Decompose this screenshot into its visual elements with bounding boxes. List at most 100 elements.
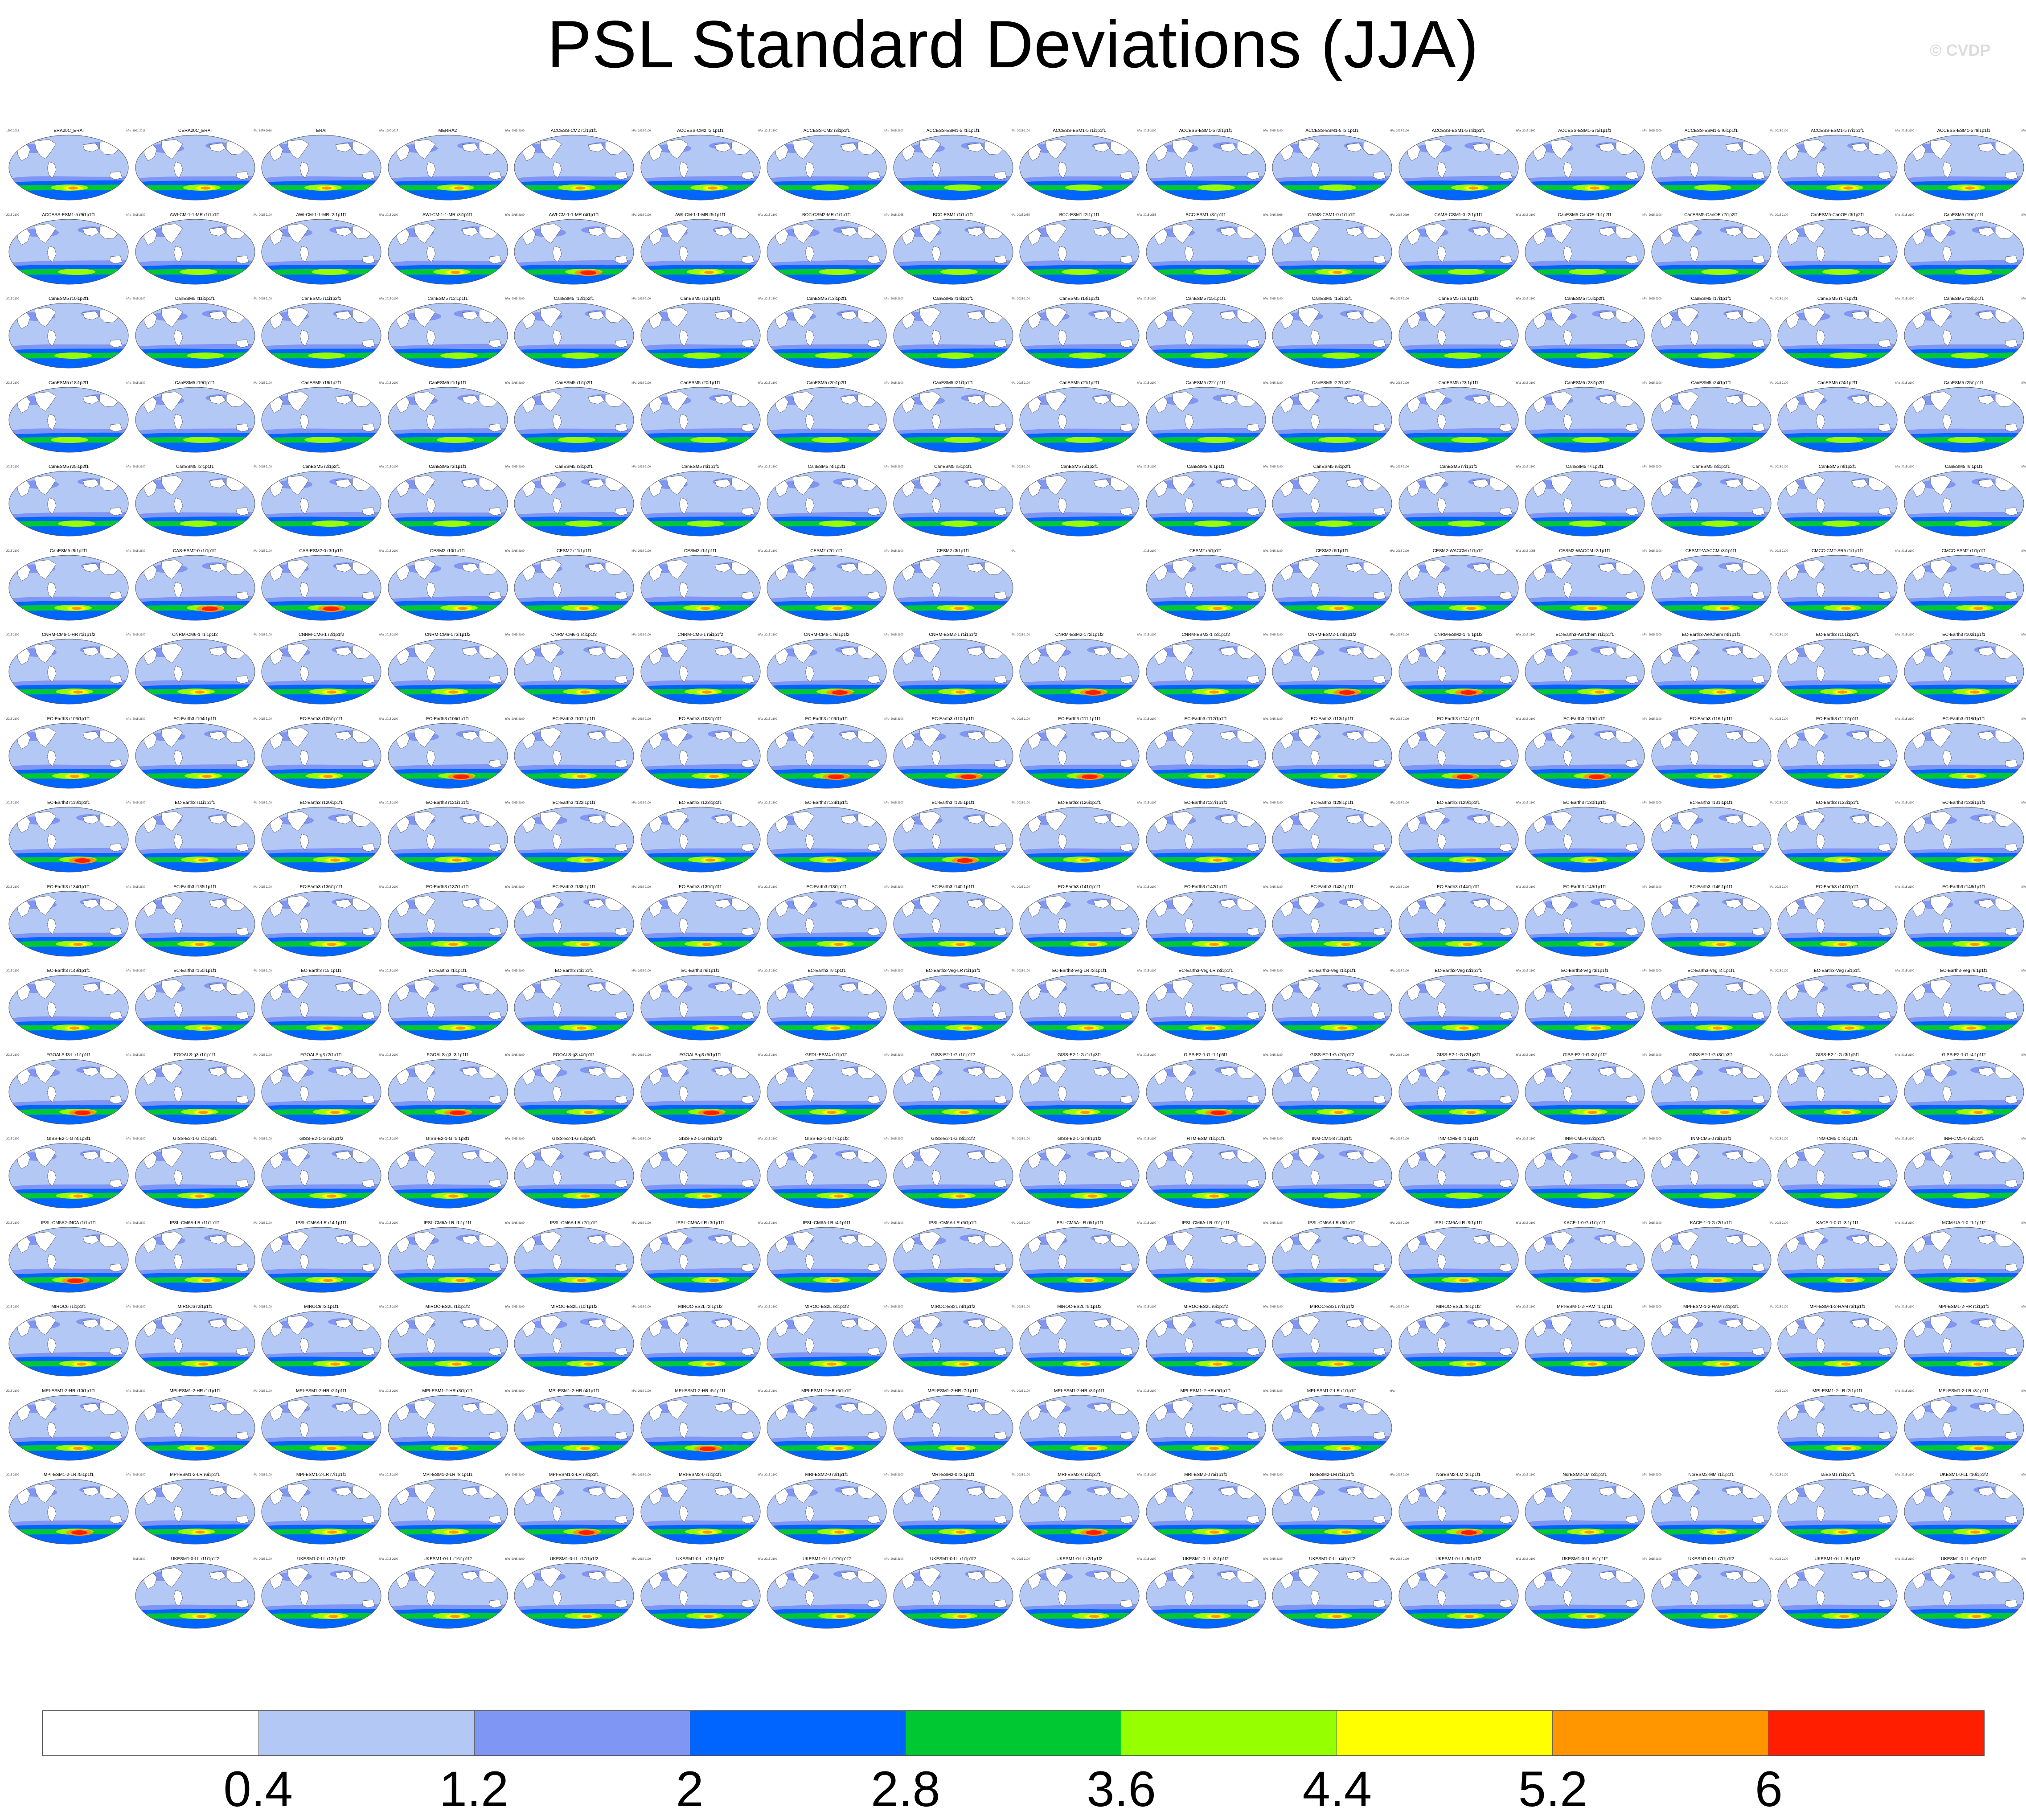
map-globe (388, 1479, 508, 1545)
panel-years: 2015-2100 (1775, 130, 1788, 132)
map-globe (8, 471, 129, 537)
map-globe (1272, 1227, 1392, 1292)
map-globe (1272, 471, 1392, 537)
panel-years: 2015-2100 (6, 1474, 19, 1476)
panel-title: ACCESS-CM2 r1i1p1f1 (550, 128, 598, 133)
panel-years: 2015-2100 (1270, 970, 1283, 972)
panel-title: MPI-ESM1-2-LR r3i1p1f1 (1939, 1388, 1989, 1394)
panel-years: 2015-2100 (1901, 802, 1915, 804)
map-globe (135, 303, 255, 369)
panel-title: EC-Earth3 r115i1p1f1 (1563, 716, 1606, 721)
panel-years: 2015-2100 (6, 381, 19, 385)
panel-units: hPa (1263, 1474, 1268, 1476)
map-panel: EC-Earth3 r130i1p1f1 2015-2100 hPa (1522, 800, 1648, 879)
panel-title: EC-Earth3 r118i1p1f1 (1942, 716, 1985, 721)
panel-years: 2015-2100 (638, 634, 651, 636)
panel-title: EC-Earth3-Veg r3i1p1f1 (1561, 968, 1609, 973)
map-panel: EC-Earth3 r146i1p1f1 2015-2100 hPa (1648, 884, 1775, 963)
map-panel: HTM-ESM r1i1p1f1 2015-2100 hPa (1143, 1136, 1269, 1215)
panel-units: hPa (758, 466, 763, 468)
map-panel: EC-Earth3 r4i1p1f1 2015-2100 hPa (511, 968, 637, 1047)
panel-title: CanESM5 r18i1p1f1 (1944, 296, 1984, 301)
panel-units: hPa (1768, 1053, 1774, 1057)
panel-years: 2015-2100 (764, 466, 777, 468)
colorbar-tick-label: 2 (676, 1761, 704, 1817)
panel-units: hPa (758, 1306, 763, 1308)
panel-years: 2015-2055 (890, 213, 904, 217)
panel-years: 2015-2100 (890, 381, 904, 385)
panel-title: CESM2-WACCM r3i1p1f1 (1685, 548, 1737, 553)
map-globe (1777, 1143, 1898, 1209)
panel-title: CESM2 r10i1p1f1 (430, 548, 465, 553)
map-globe (1272, 639, 1392, 705)
panel-title: CanESM5 r14i1p2f1 (1059, 296, 1100, 301)
panel-units: hPa (1390, 549, 1394, 553)
map-panel: INM-CM5-0 r3i1p1f1 2015-2100 hPa (1648, 1136, 1775, 1215)
panel-title: CanESM5 r19i1p1f1 (175, 380, 215, 385)
panel-title: CanESM5 r6i1p1f1 (1187, 464, 1225, 469)
panel-years: 2015-2100 (1396, 1306, 1409, 1308)
panel-title: EC-Earth3 r15i1p1f1 (301, 968, 342, 973)
panel-title: EC-Earth3 r141i1p1f1 (1058, 884, 1101, 890)
panel-title: MIROC6 r3i1p1f1 (304, 1304, 339, 1309)
panel-units: hPa (252, 1053, 258, 1057)
panel-title: ERA20C_ERAI (53, 128, 84, 133)
panel-title: GISS-E2-1-G r5i1p1f2 (299, 1136, 344, 1141)
map-panel: KACE-1-0-G r3i1p1f1 2015-2100 hPa (1774, 1220, 1901, 1299)
map-panel: ACCESS-ESM1-5 r3i1p1f1 2015-2100 hPa (1269, 128, 1395, 207)
map-panel: CanESM5 r8i1p2f1 2015-2100 hPa (1774, 464, 1901, 543)
panel-title: INM-CM5-0 r3i1p1f1 (1691, 1136, 1731, 1141)
panel-title: EC-Earth3 r126i1p1f1 (1058, 800, 1101, 805)
panel-title: EC-Earth3-AerChem r4i1p1f1 (1681, 632, 1741, 637)
panel-title: ACCESS-ESM1-5 r6i1p1f1 (1684, 128, 1738, 133)
panel-title: EC-Earth3 r132i1p1f1 (1816, 800, 1859, 805)
panel-years: 2015-2100 (638, 213, 651, 217)
panel-title: CanESM5 r23i1p2f1 (1564, 380, 1605, 385)
panel-years: 2015-2100 (1901, 1306, 1915, 1308)
map-globe (1399, 891, 1518, 956)
map-panel: NorESM2-LM r3i1p1f1 2015-2100 hPa (1522, 1472, 1648, 1551)
map-panel: GISS-E2-1-G r5i1p5f1 2015-2100 hPa (511, 1136, 637, 1215)
map-panel: CERA20C_ERAI 1901-2018 hPa (132, 128, 258, 207)
map-globe (388, 1143, 508, 1209)
panel-title: EC-Earth3 r103i1p1f1 (47, 716, 90, 721)
panel-title: ACCESS-CM2 r3i1p1f1 (803, 128, 850, 133)
map-globe (1777, 975, 1898, 1041)
panel-title: CanESM5 r1i1p1f1 (429, 380, 467, 385)
panel-years: 2015-2100 (764, 1474, 777, 1476)
panel-units: hPa (1642, 1306, 1647, 1308)
panel-units: hPa (632, 1053, 636, 1057)
panel-units: hPa (1390, 298, 1394, 300)
panel-title: EC-Earth3 r1i1p1f1 (428, 968, 467, 973)
colorbar-segment (1768, 1711, 1984, 1755)
panel-years: 2015-2100 (890, 885, 904, 889)
panel-units: hPa (1642, 549, 1647, 553)
panel-title: NorESM2-LM r1i1p1f1 (1310, 1472, 1354, 1477)
map-panel: CanESM5-CanOE r2i1p2f1 2015-2100 hPa (1648, 212, 1775, 291)
map-panel: KACE-1-0-G r2i1p1f1 2015-2100 hPa (1648, 1220, 1775, 1299)
panel-title: CanESM5 r7i1p2f1 (1566, 464, 1604, 469)
panel-title: MIROC-ES2L r7i1p1f2 (1310, 1304, 1354, 1309)
panel-title: CanESM5 r9i1p1f1 (1945, 464, 1983, 469)
panel-years: 2015-2100 (385, 1390, 398, 1393)
panel-title: CanESM5 r12i1p1f1 (427, 296, 468, 301)
map-globe (767, 1059, 887, 1124)
panel-title: CanESM5 r8i1p2f1 (1818, 464, 1857, 469)
panel-title: GISS-E2-1-G r4i1p5f1 (173, 1136, 217, 1141)
map-panel: EC-Earth3 r6i1p1f1 2015-2100 hPa (637, 968, 764, 1047)
panel-years: 2015-2100 (385, 634, 398, 636)
panel-years: 2015-2100 (1270, 1558, 1283, 1561)
panel-title: CanESM5 r10i1p1f1 (1944, 212, 1984, 217)
panel-years: 2015-2100 (1143, 802, 1157, 804)
panel-units: hPa (379, 1138, 384, 1140)
panel-years: 2015-2100 (1143, 1558, 1157, 1561)
map-panel: MPI-ESM1-2-HR r8i1p1f1 2015-2100 hPa (1016, 1388, 1143, 1467)
map-globe (514, 1227, 634, 1292)
panel-units: hPa (252, 130, 258, 132)
panel-units: hPa (1642, 1558, 1647, 1561)
map-panel: EC-Earth3 r141i1p1f1 2015-2100 hPa (1016, 884, 1143, 963)
panel-title: CanESM5 r25i1p1f1 (1944, 380, 1984, 385)
panel-title: CanESM5 r10i1p2f1 (48, 296, 89, 301)
panel-years: 2015-2100 (6, 549, 19, 553)
map-globe (261, 387, 381, 452)
